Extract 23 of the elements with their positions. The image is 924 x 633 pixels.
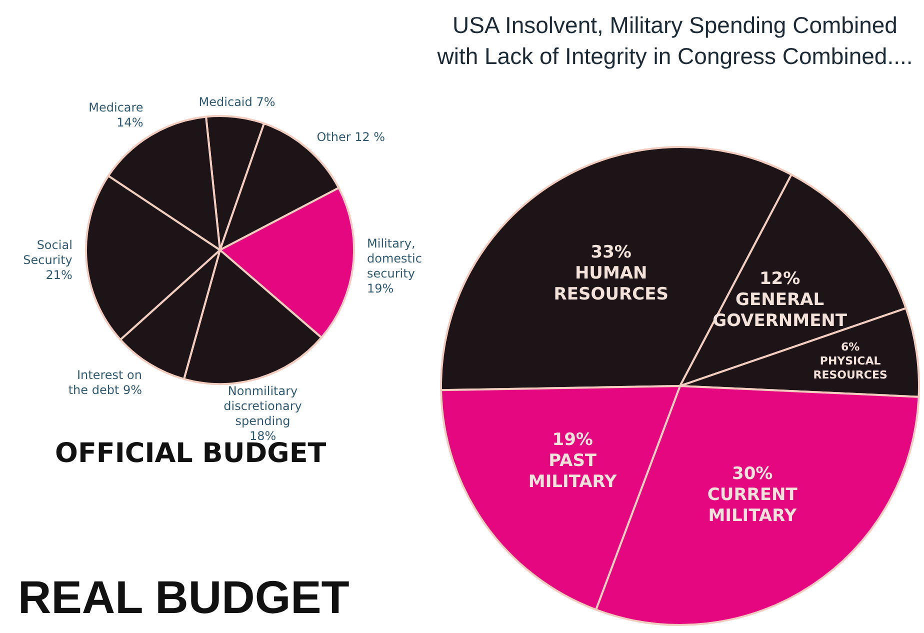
data-label: 19% — [367, 282, 394, 296]
slice-label: Nonmilitary discretionary spending — [224, 384, 302, 428]
slice-label: PAST MILITARY — [528, 451, 618, 492]
data-label: 12% — [759, 268, 800, 289]
data-label: 14% — [116, 116, 144, 130]
data-label: 18% — [249, 428, 276, 443]
slice-label: HUMAN RESOURCES — [554, 263, 668, 304]
slice-label: PHYSICAL RESOURCES — [813, 354, 888, 382]
slice-label: Other 12 % — [316, 130, 386, 144]
data-label: 19% — [552, 430, 593, 450]
text: REAL BUDGET — [18, 570, 350, 624]
data-label: 6% — [840, 340, 860, 354]
slice-label: Military, domestic security — [367, 236, 422, 281]
slice-label: CURRENT MILITARY — [707, 485, 798, 526]
slice-label: Medicaid 7% — [198, 95, 276, 110]
data-label: 21% — [46, 268, 72, 282]
slice-label: GENERAL GOVERNMENT — [712, 290, 848, 331]
data-label: 33% — [590, 242, 632, 262]
slice-label: Interest on the debt 9% — [68, 368, 142, 397]
slice-label: Social Security — [23, 238, 72, 267]
slice-label: Medicare — [88, 100, 144, 115]
data-label: 30% — [732, 464, 773, 484]
chart-title: USA Insolvent, Military Spending Combined with Lack of Integrity in Congress Combined.... — [436, 11, 914, 71]
